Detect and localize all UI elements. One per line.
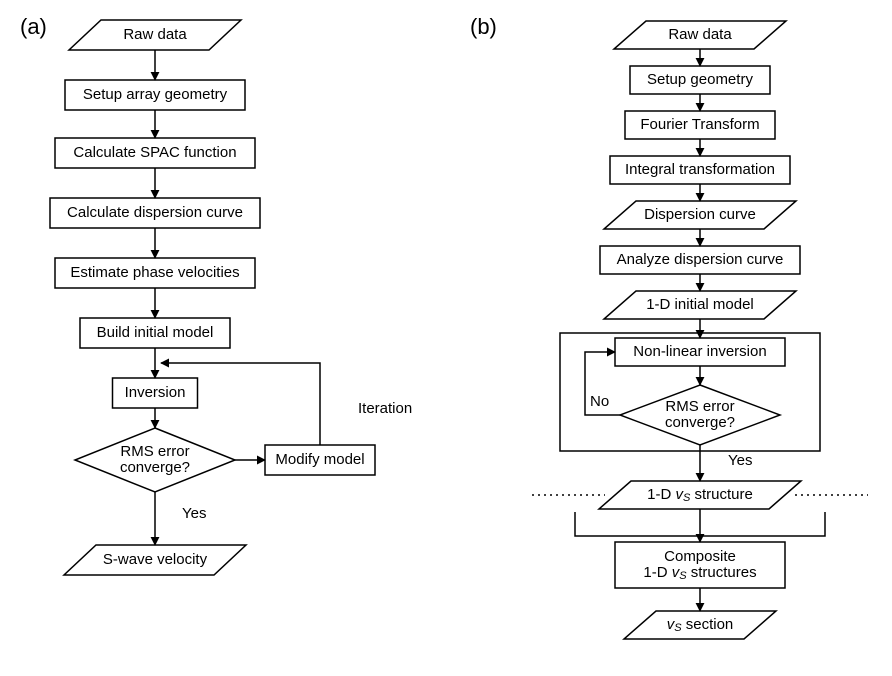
panel-b-label: (b) xyxy=(470,14,497,39)
edge-label-iteration: Iteration xyxy=(358,400,412,417)
spac-label: Calculate SPAC function xyxy=(73,144,236,161)
inversion-label: Inversion xyxy=(125,384,186,401)
panel-a-label: (a) xyxy=(20,14,47,39)
phase-label: Estimate phase velocities xyxy=(70,264,239,281)
setup-label: Setup geometry xyxy=(647,71,753,88)
edge-label-yes: Yes xyxy=(182,505,206,522)
edge-modify-inversion xyxy=(161,363,320,445)
build-label: Build initial model xyxy=(97,324,214,341)
flowchart-canvas: (a) Raw data Setup array geometry Calculate… xyxy=(0,0,892,676)
decision-label: RMS error xyxy=(665,398,734,415)
raw-label: Raw data xyxy=(123,26,187,43)
nonlin-label: Non-linear inversion xyxy=(633,343,766,360)
dispc-label: Dispersion curve xyxy=(644,206,756,223)
vssection-label: vS section xyxy=(667,616,734,634)
modify-label: Modify model xyxy=(275,451,364,468)
integral-label: Integral transformation xyxy=(625,161,775,178)
decision-label: RMS error xyxy=(120,443,189,460)
disp-label: Calculate dispersion curve xyxy=(67,204,243,221)
setup-label: Setup array geometry xyxy=(83,86,228,103)
edge-label-yes: Yes xyxy=(728,452,752,469)
swave-label: S-wave velocity xyxy=(103,551,208,568)
analyze-label: Analyze dispersion curve xyxy=(617,251,784,268)
initmodel-label: 1-D initial model xyxy=(646,296,754,313)
decision-label: converge? xyxy=(120,459,190,476)
composite-label: 1-D vS structures xyxy=(643,564,756,582)
fourier-label: Fourier Transform xyxy=(640,116,759,133)
decision-label: converge? xyxy=(665,414,735,431)
composite-label: Composite xyxy=(664,548,736,565)
edge-label-no: No xyxy=(590,393,609,410)
vs1d-label: 1-D vS structure xyxy=(647,486,753,504)
raw-label: Raw data xyxy=(668,26,732,43)
